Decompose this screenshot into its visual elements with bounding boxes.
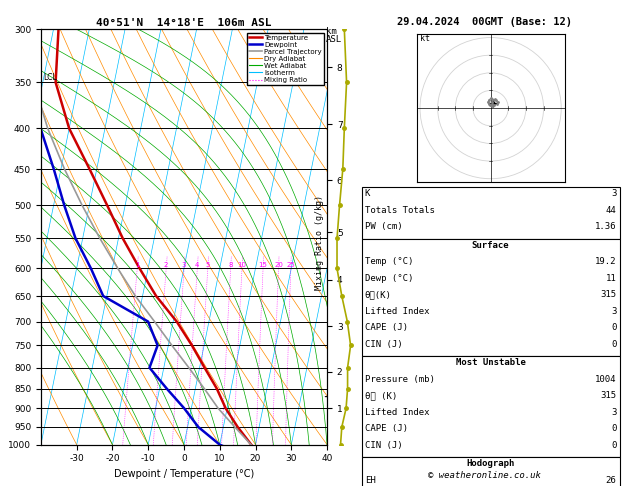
Text: Lifted Index: Lifted Index [365,307,430,316]
Text: Temp (°C): Temp (°C) [365,257,413,266]
X-axis label: Dewpoint / Temperature (°C): Dewpoint / Temperature (°C) [114,469,254,479]
Text: CIN (J): CIN (J) [365,340,403,349]
Text: © weatheronline.co.uk: © weatheronline.co.uk [428,471,541,480]
Y-axis label: hPa: hPa [0,228,3,246]
Text: 11: 11 [606,274,616,283]
Text: CIN (J): CIN (J) [365,441,403,450]
Text: 0: 0 [611,424,616,434]
Text: LCL: LCL [44,73,57,82]
Text: 2: 2 [164,262,169,268]
Text: 1: 1 [135,262,140,268]
Text: 0: 0 [611,323,616,332]
Text: 25: 25 [286,262,295,268]
Legend: Temperature, Dewpoint, Parcel Trajectory, Dry Adiabat, Wet Adiabat, Isotherm, Mi: Temperature, Dewpoint, Parcel Trajectory… [247,33,323,85]
Title: 40°51'N  14°18'E  106m ASL: 40°51'N 14°18'E 106m ASL [96,18,272,28]
Text: 3: 3 [611,189,616,198]
Text: CAPE (J): CAPE (J) [365,323,408,332]
Text: 0: 0 [611,340,616,349]
Text: 0: 0 [611,441,616,450]
Text: 3: 3 [611,307,616,316]
Text: 315: 315 [600,391,616,400]
Text: 1004: 1004 [595,375,616,384]
Text: kt: kt [420,34,430,43]
Text: Pressure (mb): Pressure (mb) [365,375,435,384]
Text: CAPE (J): CAPE (J) [365,424,408,434]
Text: km: km [326,27,337,36]
Text: 1.36: 1.36 [595,222,616,231]
Text: 15: 15 [259,262,267,268]
Text: 29.04.2024  00GMT (Base: 12): 29.04.2024 00GMT (Base: 12) [397,17,572,27]
Text: 26: 26 [606,476,616,485]
Text: Mixing Ratio (g/kg): Mixing Ratio (g/kg) [315,195,324,291]
Text: Totals Totals: Totals Totals [365,206,435,215]
Text: 3: 3 [611,408,616,417]
Text: 315: 315 [600,290,616,299]
Text: θᴇ(K): θᴇ(K) [365,290,392,299]
Text: Surface: Surface [472,241,509,250]
Text: ASL: ASL [326,35,342,44]
Text: 5: 5 [206,262,210,268]
Text: PW (cm): PW (cm) [365,222,403,231]
Text: Lifted Index: Lifted Index [365,408,430,417]
Text: 20: 20 [274,262,283,268]
Text: 8: 8 [228,262,233,268]
Text: 4: 4 [195,262,199,268]
Text: θᴇ (K): θᴇ (K) [365,391,397,400]
Text: EH: EH [365,476,376,485]
Text: 19.2: 19.2 [595,257,616,266]
Text: 10: 10 [238,262,247,268]
Text: K: K [365,189,370,198]
Text: 44: 44 [606,206,616,215]
Text: Dewp (°C): Dewp (°C) [365,274,413,283]
Text: Most Unstable: Most Unstable [455,358,526,367]
Text: 3: 3 [182,262,186,268]
Text: Hodograph: Hodograph [467,459,515,469]
